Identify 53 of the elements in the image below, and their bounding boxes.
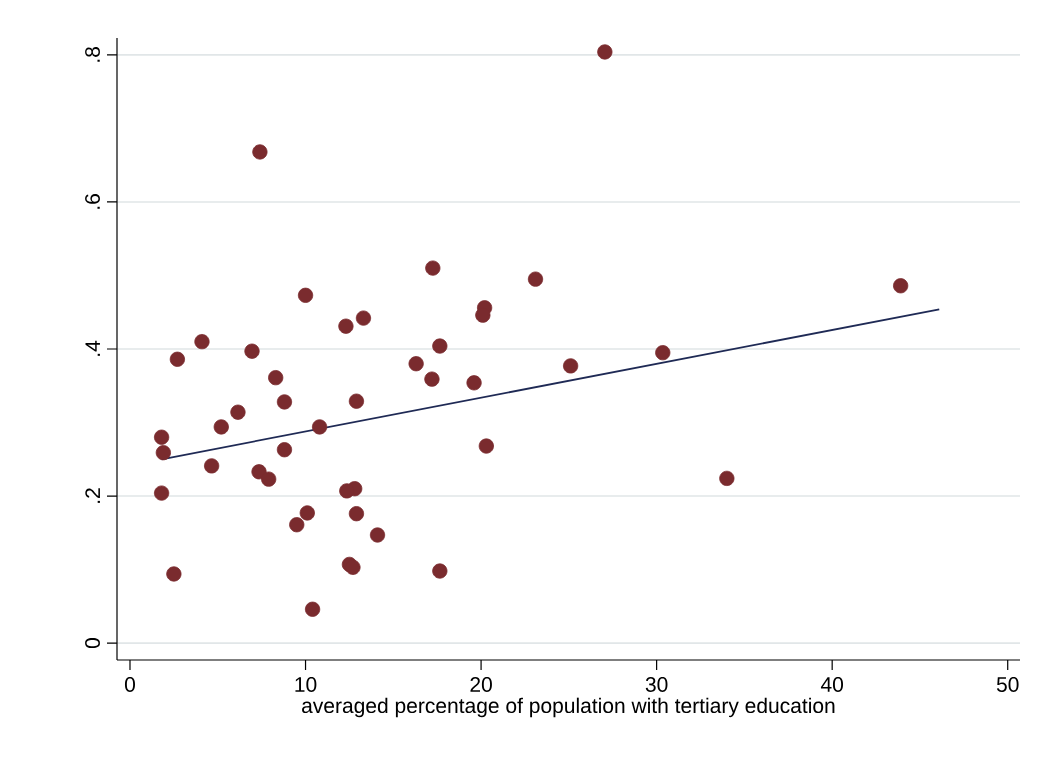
- point: [893, 278, 909, 294]
- point: [261, 471, 277, 487]
- point: [230, 404, 246, 420]
- x-axis-title: averaged percentage of population with tertiary education: [302, 697, 835, 718]
- point: [345, 559, 361, 575]
- y-tick-label: .6: [85, 194, 100, 209]
- point: [348, 393, 365, 409]
- point: [719, 470, 735, 486]
- point: [213, 419, 229, 435]
- point: [355, 310, 372, 326]
- point: [194, 334, 210, 350]
- point: [289, 517, 305, 533]
- point: [153, 429, 170, 445]
- y-tick-label: 0: [85, 638, 100, 649]
- point: [166, 566, 182, 582]
- point: [339, 483, 355, 499]
- point: [369, 527, 386, 543]
- x-tick-label: 50: [996, 677, 1019, 692]
- x-tick-label: 10: [295, 677, 317, 692]
- point: [424, 371, 440, 387]
- point: [155, 445, 171, 461]
- point: [153, 485, 170, 501]
- point: [432, 338, 448, 354]
- point: [304, 601, 321, 617]
- x-tick-label: 40: [820, 677, 844, 692]
- point: [311, 419, 328, 435]
- point: [276, 442, 293, 458]
- point: [252, 144, 268, 160]
- point: [299, 505, 315, 521]
- x-tick-label: 30: [645, 677, 668, 692]
- x-tick-label: 20: [470, 677, 492, 692]
- y-tick-label: .2: [85, 488, 100, 503]
- point: [338, 318, 354, 334]
- point: [425, 260, 441, 276]
- point: [348, 506, 365, 522]
- point: [268, 370, 284, 386]
- point: [563, 358, 579, 374]
- point: [276, 394, 293, 410]
- point: [432, 563, 448, 579]
- y-tick-label: .8: [85, 47, 100, 62]
- point: [297, 287, 314, 303]
- point: [408, 356, 424, 372]
- point: [204, 458, 220, 474]
- point: [251, 464, 267, 480]
- point: [597, 44, 613, 60]
- point: [169, 351, 185, 367]
- point: [466, 375, 482, 391]
- point: [478, 438, 494, 454]
- point: [655, 345, 671, 361]
- y-tick-label: .4: [85, 340, 100, 356]
- point: [527, 271, 544, 287]
- x-tick-label: 0: [124, 677, 136, 692]
- point: [244, 343, 260, 359]
